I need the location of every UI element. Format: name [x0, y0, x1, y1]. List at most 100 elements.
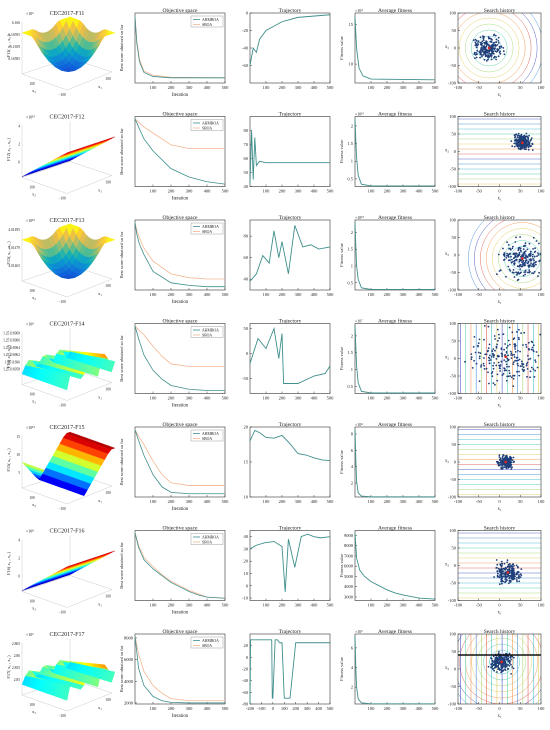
trajectory-x-tick-label: -100: [257, 706, 266, 711]
average-x-tick-label: 100: [368, 499, 376, 504]
history-point: [501, 462, 503, 464]
average-x-tick-label: 300: [400, 189, 408, 194]
surface-axis-tick-label: 100: [29, 703, 35, 707]
history-point: [516, 565, 519, 568]
trajectory-y-tick-label: -60: [242, 63, 249, 68]
average-x-tick-label: 400: [416, 396, 424, 401]
history-point: [508, 652, 511, 655]
history-point: [505, 463, 507, 466]
history-point: [497, 572, 499, 575]
history-point: [481, 49, 484, 52]
history-point: [512, 377, 515, 380]
history-point: [513, 263, 516, 266]
history-point: [473, 336, 476, 338]
objective-x-tick-label: 100: [150, 396, 158, 401]
legend-label-sboa: SBOA: [202, 644, 212, 648]
average-y-tick-label: 2: [351, 480, 353, 485]
history-point: [530, 340, 533, 343]
history-best-point: [504, 460, 508, 464]
trajectory-x-tick-label: 400: [311, 189, 319, 194]
objective-x-tick-label: 200: [168, 706, 176, 711]
history-point: [513, 142, 516, 145]
history-point: [505, 363, 508, 366]
history-point: [506, 254, 508, 257]
history-point: [516, 580, 518, 583]
objective-line-ahmboa: [134, 429, 225, 495]
objective-line-sboa: [134, 635, 225, 702]
history-point: [512, 269, 515, 271]
objective-legend: [190, 15, 224, 28]
surface-title: CEC2017-F16: [49, 529, 84, 535]
history-point: [498, 651, 500, 653]
surface-axis-tick-label: −100: [58, 507, 66, 511]
history-point: [498, 47, 501, 50]
history-point: [478, 338, 481, 341]
history-point: [500, 568, 503, 570]
objective-line-ahmboa: [134, 118, 226, 185]
history-point: [518, 328, 520, 331]
history-point: [502, 570, 505, 573]
objective-title: Objective space: [163, 319, 199, 325]
average-x-tick-label: 400: [416, 499, 424, 504]
history-x-tick-label: 100: [538, 85, 546, 90]
history-point: [521, 368, 524, 371]
history-point: [508, 576, 511, 579]
surface-ztick-label: 0: [18, 575, 20, 579]
history-point: [531, 253, 534, 256]
objective-x-tick-label: 500: [222, 189, 230, 194]
average-axes: [354, 530, 436, 601]
history-point: [527, 148, 530, 151]
objective-x-tick-label: 400: [204, 706, 212, 711]
trajectory-title: Trajectory: [279, 526, 302, 532]
objective-legend: [190, 533, 224, 545]
surface-floor: [21, 575, 113, 608]
surface-ztick-label: 6.1659: [10, 45, 20, 49]
surface-ztick-label: 2.865: [12, 642, 20, 646]
row-cec2017-f13: CEC2017-F13 ×10¹⁰ 4.01495 4.01479 4.01465F13…: [6, 214, 545, 305]
history-x-tick-label: 0: [498, 499, 501, 504]
history-y-tick-label: -50: [450, 63, 457, 68]
objective-line-ahmboa: [134, 222, 225, 288]
objective-title: Objective space: [163, 422, 199, 428]
history-point: [520, 144, 522, 147]
history-point: [499, 462, 502, 464]
surface-ztick-label: 1.25116958: [3, 368, 20, 372]
history-point: [515, 359, 518, 362]
history-y-tick-label: -50: [450, 477, 457, 482]
history-point: [516, 572, 518, 575]
history-point: [498, 456, 501, 458]
objective-xlabel: Iteration: [172, 714, 189, 719]
legend-label-ahmboa: AHMBOA: [202, 18, 219, 22]
objective-x-tick-label: 300: [186, 189, 194, 194]
history-ylabel: x₂: [445, 149, 449, 154]
history-point: [503, 367, 505, 369]
history-point: [488, 382, 490, 385]
history-point: [522, 252, 525, 255]
history-point: [483, 368, 486, 370]
trajectory-y-tick-label: 40: [244, 184, 249, 189]
history-point: [519, 350, 521, 353]
history-point: [511, 573, 514, 576]
surface-x2-label: x₂: [32, 606, 36, 611]
history-point: [528, 242, 531, 245]
history-point: [495, 364, 498, 367]
history-point: [508, 268, 511, 271]
history-point: [484, 353, 487, 356]
history-point: [517, 349, 519, 352]
objective-axes: [134, 530, 226, 601]
history-title: Search history: [484, 629, 516, 635]
history-point: [481, 55, 483, 58]
history-x-tick-label: 100: [538, 499, 546, 504]
average-title: Average fitness: [378, 111, 412, 118]
history-y-tick-label: 0: [454, 460, 457, 465]
trajectory-y-tick-label: 20: [244, 559, 249, 564]
legend-label-sboa: SBOA: [202, 23, 212, 27]
history-point: [515, 357, 518, 359]
history-point: [501, 582, 503, 585]
history-point: [475, 42, 477, 45]
history-point: [501, 667, 504, 669]
history-contour: [492, 228, 541, 289]
history-point: [503, 258, 506, 261]
objective-x-tick-label: 200: [168, 603, 176, 608]
